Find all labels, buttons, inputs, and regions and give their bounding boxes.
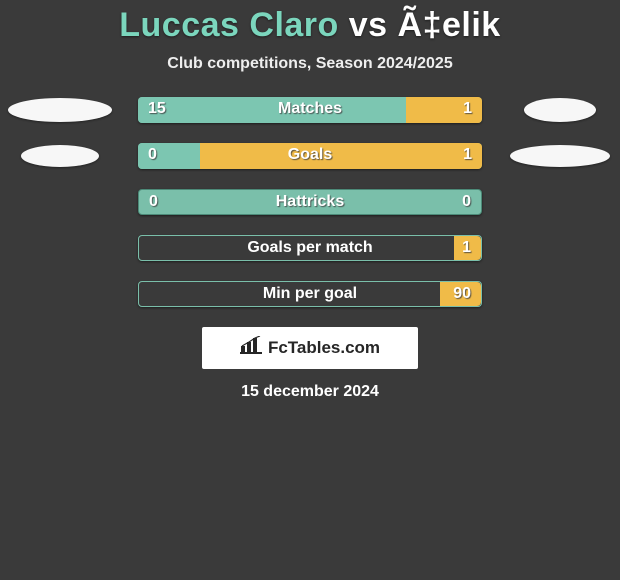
stat-label: Goals [138,146,482,164]
stat-label: Matches [138,100,482,118]
player2-name: Ã‡elik [398,6,501,44]
stat-bar: 1Goals per match [138,235,482,261]
stat-label: Min per goal [139,285,481,303]
stat-bar: 00Hattricks [138,189,482,215]
season-subtitle: Club competitions, Season 2024/2025 [0,55,620,73]
stat-row: 151Matches [0,97,620,123]
stat-row: 1Goals per match [0,235,620,261]
watermark-text: FcTables.com [268,338,380,358]
left-ellipse [8,98,112,122]
watermark-badge: FcTables.com [202,327,418,369]
stat-bar: 90Min per goal [138,281,482,307]
bars-icon [240,336,268,361]
vs-label: vs [349,6,388,44]
stat-row: 90Min per goal [0,281,620,307]
stats-rows: 151Matches 01Goals 00Hattricks 1Goals per m… [0,97,620,307]
right-ellipse [510,145,610,167]
stat-row: 00Hattricks [0,189,620,215]
stat-row: 01Goals [0,143,620,169]
player1-name: Luccas Claro [119,6,339,44]
comparison-title: Luccas Claro vs Ã‡elik [0,0,620,49]
stat-bar: 151Matches [138,97,482,123]
right-ellipse [524,98,596,122]
stat-label: Goals per match [139,239,481,257]
stat-bar: 01Goals [138,143,482,169]
stat-label: Hattricks [139,193,481,211]
left-ellipse [21,145,99,167]
date-stamp: 15 december 2024 [0,383,620,401]
